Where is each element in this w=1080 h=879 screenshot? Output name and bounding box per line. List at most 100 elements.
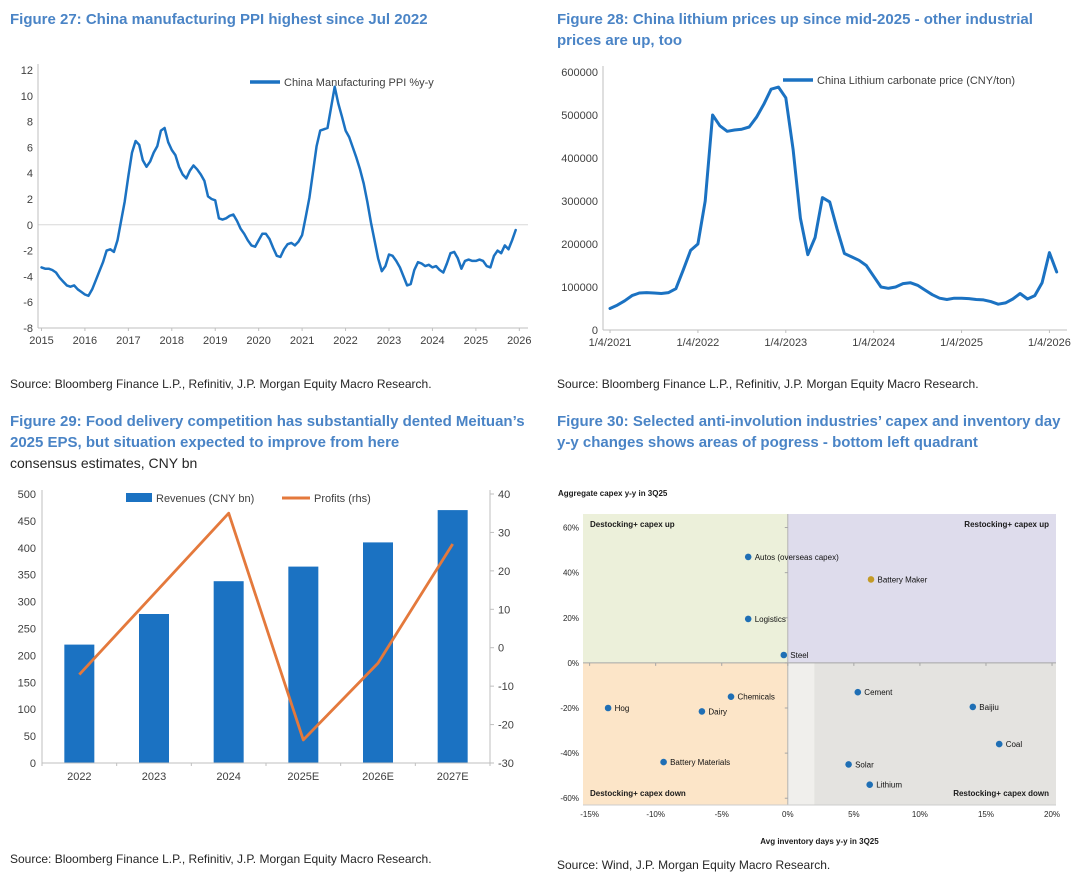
svg-text:1/4/2026: 1/4/2026 [1028,337,1071,349]
svg-text:500: 500 [18,489,36,501]
svg-text:-2: -2 [23,246,33,258]
svg-text:400: 400 [18,543,36,555]
meituan-revenue-profit-chart: 500450400350300250200150100500403020100-… [18,489,514,783]
scatter-point-label: Lithium [876,781,902,790]
svg-text:2026: 2026 [507,335,531,347]
legend-label: China Manufacturing PPI %y-y [284,77,434,89]
svg-text:2023: 2023 [142,771,166,783]
scatter-point-label: Solar [855,760,874,769]
svg-text:1/4/2021: 1/4/2021 [589,337,632,349]
svg-text:2017: 2017 [116,335,140,347]
scatter-point [744,615,752,623]
svg-text:2027E: 2027E [437,771,469,783]
svg-text:8: 8 [27,117,33,129]
svg-text:1/4/2025: 1/4/2025 [940,337,983,349]
scatter-point-label: Cement [864,688,893,697]
svg-text:2024: 2024 [420,335,444,347]
scatter-point-label: Chemicals [738,693,775,702]
svg-text:20: 20 [498,566,510,578]
legend-line-label: Profits (rhs) [314,493,371,505]
quadrant [787,514,1056,663]
figure-29-panel: Figure 29: Food delivery competition has… [0,400,540,879]
svg-text:250: 250 [18,624,36,636]
svg-text:300000: 300000 [561,196,598,208]
svg-text:-10%: -10% [646,810,665,819]
svg-text:2025E: 2025E [287,771,319,783]
scatter-point-label: Baijiu [979,703,999,712]
svg-text:450: 450 [18,516,36,528]
svg-text:150: 150 [18,677,36,689]
scatter-point-label: Autos (overseas capex) [755,553,839,562]
figure-29-subtitle: consensus estimates, CNY bn [10,455,198,471]
figure-30-title: Figure 30: Selected anti-involution indu… [557,413,1061,451]
svg-text:10%: 10% [912,810,928,819]
svg-text:15%: 15% [978,810,994,819]
svg-text:10: 10 [21,91,33,103]
svg-text:2: 2 [27,194,33,206]
svg-text:100: 100 [18,704,36,716]
svg-text:-8: -8 [23,323,33,335]
scatter-point [698,708,706,715]
revenue-bar [213,581,244,763]
scatter-point [995,740,1003,748]
figure-30-source: Source: Wind, J.P. Morgan Equity Macro R… [557,858,831,872]
revenue-bar [139,614,169,763]
revenue-bar [437,510,468,763]
svg-text:600000: 600000 [561,67,598,79]
svg-text:1/4/2024: 1/4/2024 [852,337,895,349]
lithium-price-line-chart: 60000050000040000030000020000010000001/4… [561,66,1071,349]
legend-bar-swatch [126,493,152,502]
figure-28-title: Figure 28: China lithium prices up since… [557,11,1033,49]
figure-29-title: Figure 29: Food delivery competition has… [10,413,525,451]
quadrant [583,514,788,663]
scatter-point-label: Dairy [708,707,727,716]
svg-text:2026E: 2026E [362,771,394,783]
svg-text:200: 200 [18,650,36,662]
svg-text:-10: -10 [498,681,514,693]
svg-text:400000: 400000 [561,153,598,165]
svg-text:2016: 2016 [73,335,97,347]
svg-text:2025: 2025 [464,335,488,347]
scatter-point [660,758,667,766]
scatter-point-label: Battery Maker [878,575,928,584]
scatter-point-label: Logistics [755,615,786,624]
scatter-point [845,761,852,768]
svg-text:1/4/2022: 1/4/2022 [676,337,719,349]
scatter-point [727,693,735,700]
svg-text:500000: 500000 [561,110,598,122]
quadrant [583,662,788,805]
svg-text:2024: 2024 [216,771,240,783]
scatter-point [780,651,788,659]
svg-text:0%: 0% [782,810,794,819]
svg-text:2023: 2023 [377,335,401,347]
scatter-point-label: Steel [790,651,808,660]
svg-text:40%: 40% [563,569,579,578]
svg-text:-20: -20 [498,720,514,732]
figure-27-panel: Figure 27: China manufacturing PPI highe… [0,0,540,400]
scatter-point [969,703,977,711]
quadrant [787,662,815,805]
svg-text:2020: 2020 [246,335,270,347]
svg-text:-30: -30 [498,758,514,770]
quadrant-label: Restocking+ capex up [964,520,1049,529]
svg-text:6: 6 [27,142,33,154]
y-axis-title: Aggregate capex y-y in 3Q25 [558,489,668,498]
svg-text:30: 30 [498,527,510,539]
figure-30-panel: Figure 30: Selected anti-involution indu… [540,400,1080,879]
svg-text:350: 350 [18,570,36,582]
svg-text:2015: 2015 [29,335,53,347]
svg-text:0: 0 [498,643,504,655]
revenue-bar [288,566,319,763]
svg-text:2019: 2019 [203,335,227,347]
svg-text:0%: 0% [567,659,579,668]
svg-text:20%: 20% [1044,810,1060,819]
svg-text:1/4/2023: 1/4/2023 [764,337,807,349]
svg-text:2018: 2018 [160,335,184,347]
scatter-point-label: Battery Materials [670,758,730,767]
quadrant [814,662,1056,805]
svg-text:0: 0 [30,758,36,770]
svg-text:-20%: -20% [560,704,579,713]
